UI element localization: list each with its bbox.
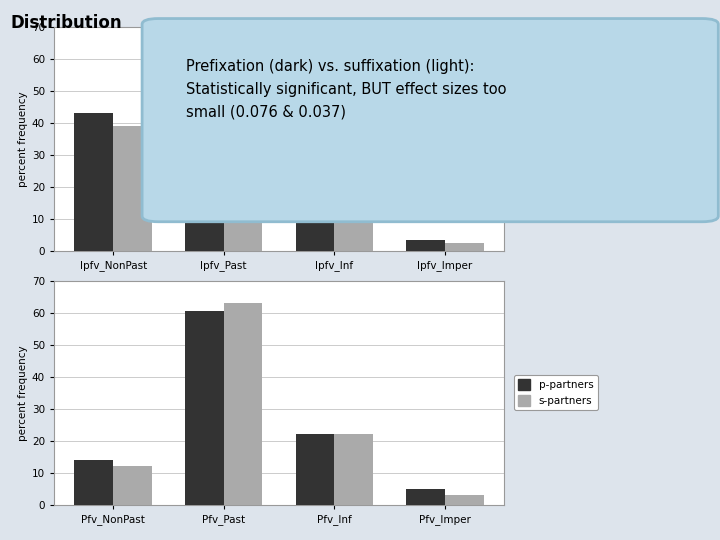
Bar [74,460,113,505]
Bar [445,243,484,251]
Legend: p-partners, s-partners: p-partners, s-partners [513,122,598,157]
Bar [185,136,224,251]
Bar [334,197,373,251]
Bar [296,193,334,251]
Bar [406,240,445,251]
Y-axis label: percent frequency: percent frequency [18,345,27,441]
Bar [445,495,484,505]
FancyBboxPatch shape [142,18,719,222]
Bar [74,113,113,251]
Bar [113,467,152,505]
Text: Prefixation (dark) vs. suffixation (light):
Statistically significant, BUT effec: Prefixation (dark) vs. suffixation (ligh… [186,59,506,119]
Bar [113,126,152,251]
Bar [334,435,373,505]
Bar [406,489,445,505]
Legend: p-partners, s-partners: p-partners, s-partners [513,375,598,410]
Bar [224,303,262,505]
Bar [296,435,334,505]
Y-axis label: percent frequency: percent frequency [18,91,27,187]
Bar [224,153,262,251]
Text: Distribution: Distribution [11,14,122,31]
Bar [185,311,224,505]
